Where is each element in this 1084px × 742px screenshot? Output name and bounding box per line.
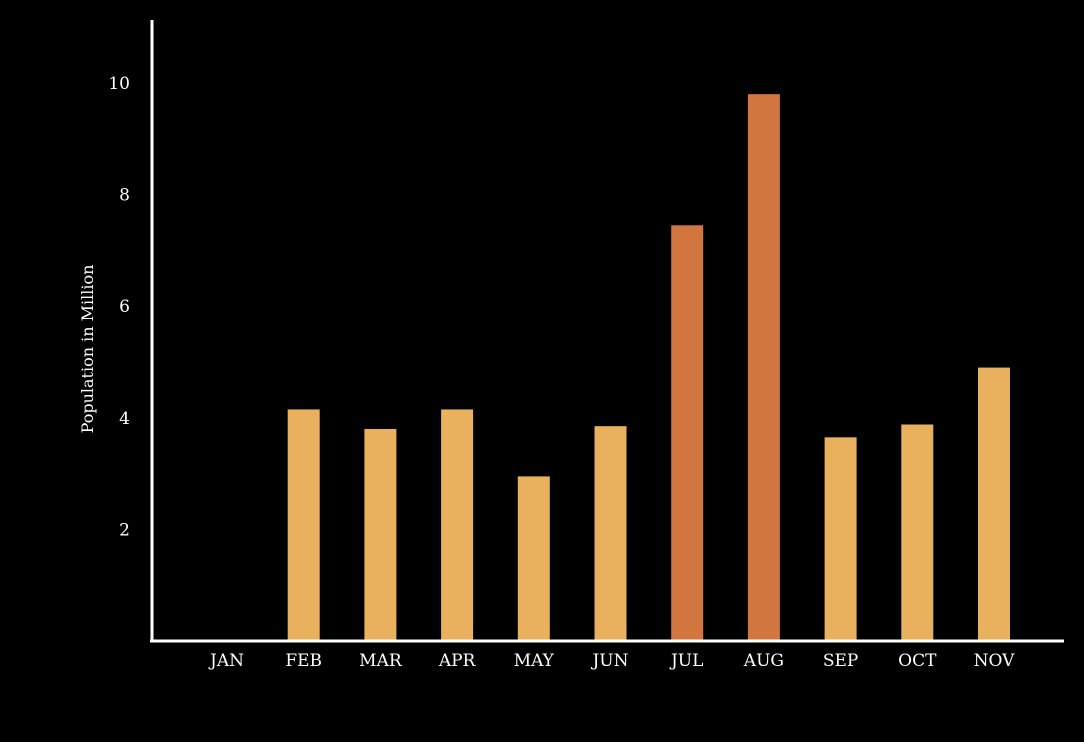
x-tick-label-jan: JAN [208, 651, 244, 671]
x-tick-label-aug: AUG [743, 651, 784, 671]
bar-feb [287, 409, 320, 641]
y-tick-label-4: 4 [119, 409, 130, 429]
y-tick-label-6: 6 [119, 297, 130, 317]
x-tick-label-mar: MAR [359, 651, 403, 671]
x-tick-label-may: MAY [514, 651, 555, 671]
bar-jul [671, 225, 704, 642]
x-tick-label-feb: FEB [285, 651, 322, 671]
y-tick-label-8: 8 [119, 186, 130, 206]
x-tick-label-sep: SEP [823, 651, 859, 671]
y-tick-labels: 2 4 6 8 10 [108, 74, 130, 540]
y-tick-label-2: 2 [119, 520, 130, 540]
bars-group [287, 94, 1010, 642]
y-tick-label-10: 10 [108, 74, 130, 94]
x-tick-label-nov: NOV [974, 651, 1016, 671]
x-tick-label-jun: JUN [590, 651, 628, 671]
bar-mar [364, 428, 397, 641]
bar-oct [901, 424, 934, 641]
bar-aug [747, 94, 780, 641]
bar-may [517, 476, 550, 641]
bar-jun [594, 426, 627, 641]
bar-nov [978, 367, 1010, 641]
y-axis-title: Population in Million [78, 265, 97, 434]
x-tick-label-oct: OCT [898, 651, 937, 671]
x-tick-label-jul: JUL [669, 651, 703, 671]
x-tick-label-apr: APR [438, 651, 477, 671]
bar-sep [824, 437, 857, 641]
x-category-labels: JAN FEB MAR APR MAY JUN JUL AUG SEP OCT NOV [208, 651, 1015, 671]
bar-apr [441, 409, 474, 641]
